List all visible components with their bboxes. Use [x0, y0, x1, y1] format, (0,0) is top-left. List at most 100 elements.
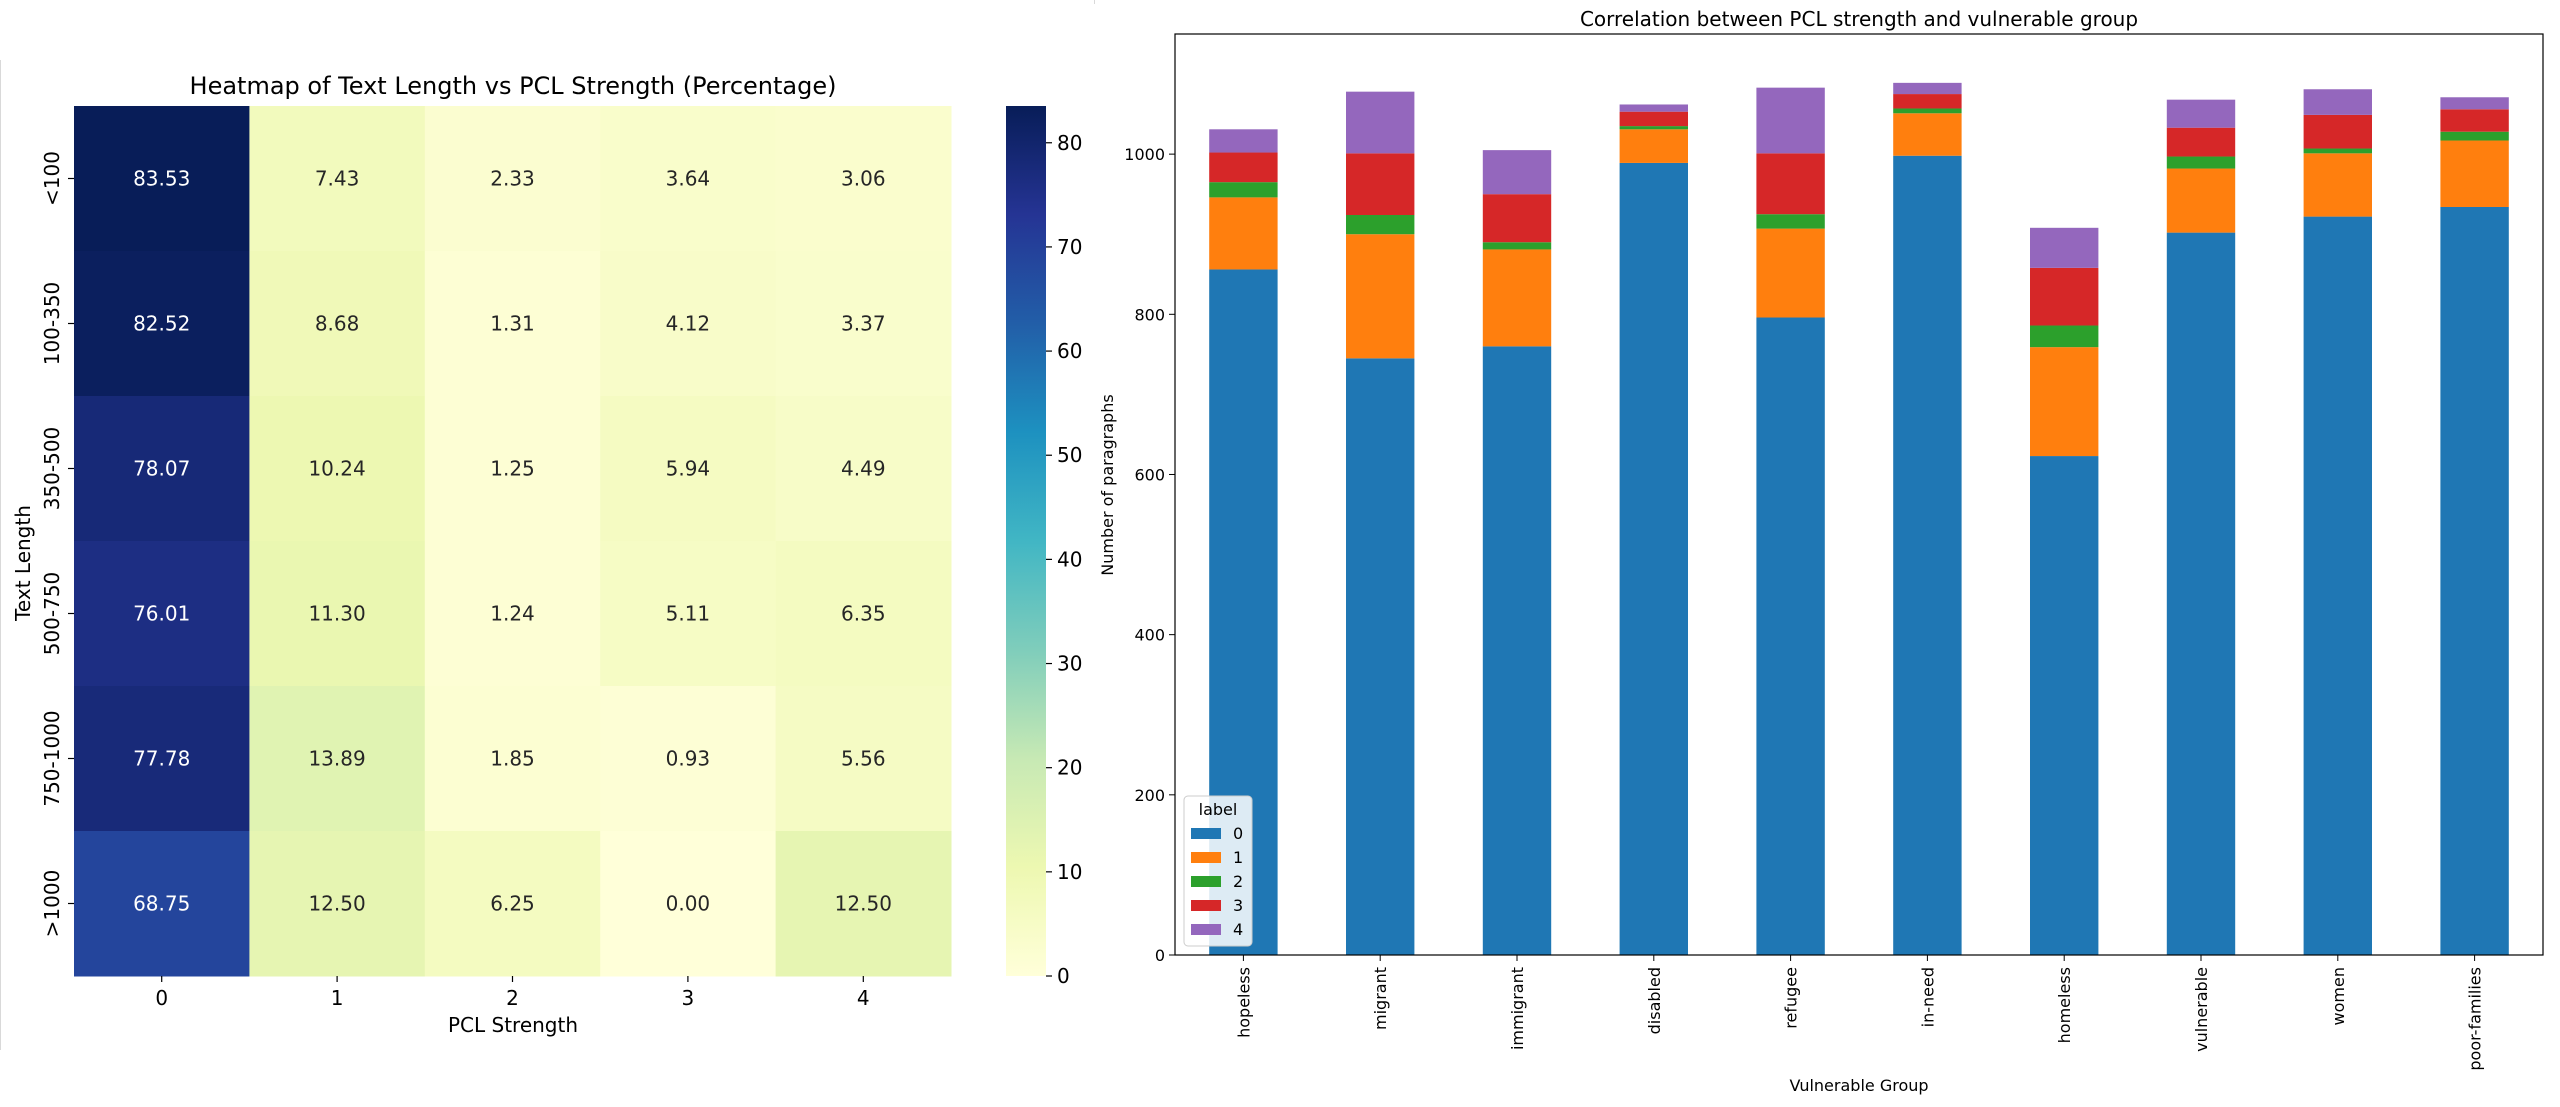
legend-entry-label: 3	[1233, 896, 1243, 915]
bar-segment	[1482, 346, 1552, 956]
heatmap-cell	[74, 686, 250, 832]
heatmap-cell	[600, 831, 777, 977]
heatmap-title: Heatmap of Text Length vs PCL Strength (…	[190, 72, 837, 100]
bar-segment	[1893, 155, 1962, 955]
bar-segment	[1346, 358, 1415, 955]
bar-y-tick-label: 800	[1134, 305, 1165, 324]
heatmap-x-tick-label: 3	[682, 986, 695, 1010]
heatmap-cell	[74, 396, 250, 542]
heatmap-cell	[74, 831, 250, 977]
heatmap-value-label: 2.33	[490, 167, 535, 191]
bar-chart-legend: label 0 1 2 3 4	[1183, 795, 1253, 947]
heatmap-value-label: 5.56	[841, 747, 886, 771]
heatmap-cell	[600, 106, 777, 252]
heatmap-value-label: 78.07	[133, 457, 190, 481]
bar-segment	[1756, 317, 1825, 955]
heatmap-cell	[74, 106, 250, 252]
heatmap-cell	[775, 106, 952, 252]
bar-x-tick-label: immigrant	[1508, 967, 1527, 1050]
heatmap-value-label: 77.78	[133, 747, 190, 771]
heatmap-value-label: 1.25	[490, 457, 535, 481]
bar-segment	[1756, 87, 1825, 154]
bar-segment	[1619, 111, 1688, 127]
bar-segment	[1893, 94, 1962, 109]
heatmap-value-label: 3.06	[841, 167, 886, 191]
colorbar-tick-label: 60	[1057, 339, 1082, 363]
bar-segment	[1619, 104, 1688, 112]
heatmap-value-label: 12.50	[835, 892, 892, 916]
heatmap-value-label: 1.24	[490, 602, 535, 626]
heatmap-y-tick-label: 100-350	[40, 282, 64, 366]
bar-segment	[1346, 91, 1415, 154]
heatmap-y-tick-label: >1000	[40, 870, 64, 938]
heatmap-value-label: 1.85	[490, 747, 535, 771]
heatmap-value-label: 6.35	[841, 602, 886, 626]
heatmap-value-label: 0.93	[666, 747, 711, 771]
heatmap-value-label: 8.68	[315, 312, 360, 336]
heatmap-cell	[249, 251, 426, 397]
heatmap-value-label: 3.64	[666, 167, 711, 191]
colorbar-tick-label: 50	[1057, 443, 1082, 467]
colorbar-tick-label: 40	[1057, 547, 1082, 571]
bar-x-tick-label: migrant	[1371, 967, 1390, 1030]
heatmap-value-label: 5.94	[666, 457, 711, 481]
bar-segment	[1619, 126, 1688, 130]
bar-segment	[2440, 109, 2509, 132]
bar-x-tick-label: women	[2329, 967, 2348, 1025]
heatmap-cells: 83.53 7.43 2.33 3.64 3.06 82.52 8.68 1.31 4.12 3.…	[74, 106, 952, 977]
heatmap-value-label: 68.75	[133, 892, 190, 916]
heatmap-cell	[74, 541, 250, 687]
colorbar-tick-label: 0	[1057, 964, 1070, 988]
bar-chart-plot: hopeless migrant immigrant disabled refugee i…	[1124, 33, 2544, 1071]
heatmap-cell	[424, 541, 601, 687]
bar-segment	[2303, 114, 2372, 149]
heatmap-value-label: 13.89	[308, 747, 365, 771]
legend-entry-label: 1	[1233, 848, 1243, 867]
legend-swatch	[1191, 876, 1221, 887]
heatmap-cell	[775, 541, 952, 687]
bar-segment	[2166, 232, 2236, 955]
top-edge-divider	[1094, 0, 1095, 4]
colorbar-tick-label: 70	[1057, 235, 1082, 259]
bar-plot-frame	[1174, 33, 2544, 956]
bar-segment	[2166, 99, 2236, 128]
heatmap-x-tick-label: 1	[331, 986, 344, 1010]
bar-segment	[1619, 162, 1688, 955]
legend-title: label	[1199, 800, 1238, 819]
bar-segment	[1346, 153, 1415, 215]
heatmap-value-label: 76.01	[133, 602, 190, 626]
heatmap-cell	[600, 686, 777, 832]
bar-x-tick-label: disabled	[1645, 967, 1664, 1034]
heatmap-cell	[249, 541, 426, 687]
heatmap-value-label: 11.30	[308, 602, 365, 626]
bar-segment	[1893, 108, 1962, 114]
bar-y-tick-label: 600	[1134, 465, 1165, 484]
heatmap-value-label: 83.53	[133, 167, 190, 191]
heatmap-cell	[74, 251, 250, 397]
heatmap-value-label: 12.50	[308, 892, 365, 916]
heatmap-cell	[249, 686, 426, 832]
heatmap-value-label: 82.52	[133, 312, 190, 336]
bar-y-tick-label: 0	[1155, 946, 1165, 965]
bar-x-tick-label: poor-families	[2466, 967, 2485, 1071]
bar-segment	[1893, 113, 1962, 156]
bar-segment	[2030, 347, 2099, 457]
heatmap-value-label: 1.31	[490, 312, 535, 336]
bar-y-tick-label: 400	[1134, 626, 1165, 645]
colorbar-tick-label: 80	[1057, 131, 1082, 155]
bar-segment	[2440, 97, 2509, 110]
bar-segment	[2030, 227, 2099, 268]
bar-x-tick-label: hopeless	[1234, 967, 1253, 1038]
bar-segment	[1209, 129, 1278, 153]
legend-swatch	[1191, 900, 1221, 911]
bar-x-tick-label: refugee	[1782, 967, 1801, 1029]
bar-chart-title: Correlation between PCL strength and vul…	[1580, 7, 2138, 31]
bar-segment	[1209, 182, 1278, 198]
bar-segment	[2030, 267, 2099, 326]
legend-swatch	[1191, 852, 1221, 863]
bar-segment	[1482, 150, 1552, 195]
bar-segment	[1209, 197, 1278, 270]
bar-segment	[2440, 131, 2509, 141]
bar-segment	[2303, 153, 2372, 217]
